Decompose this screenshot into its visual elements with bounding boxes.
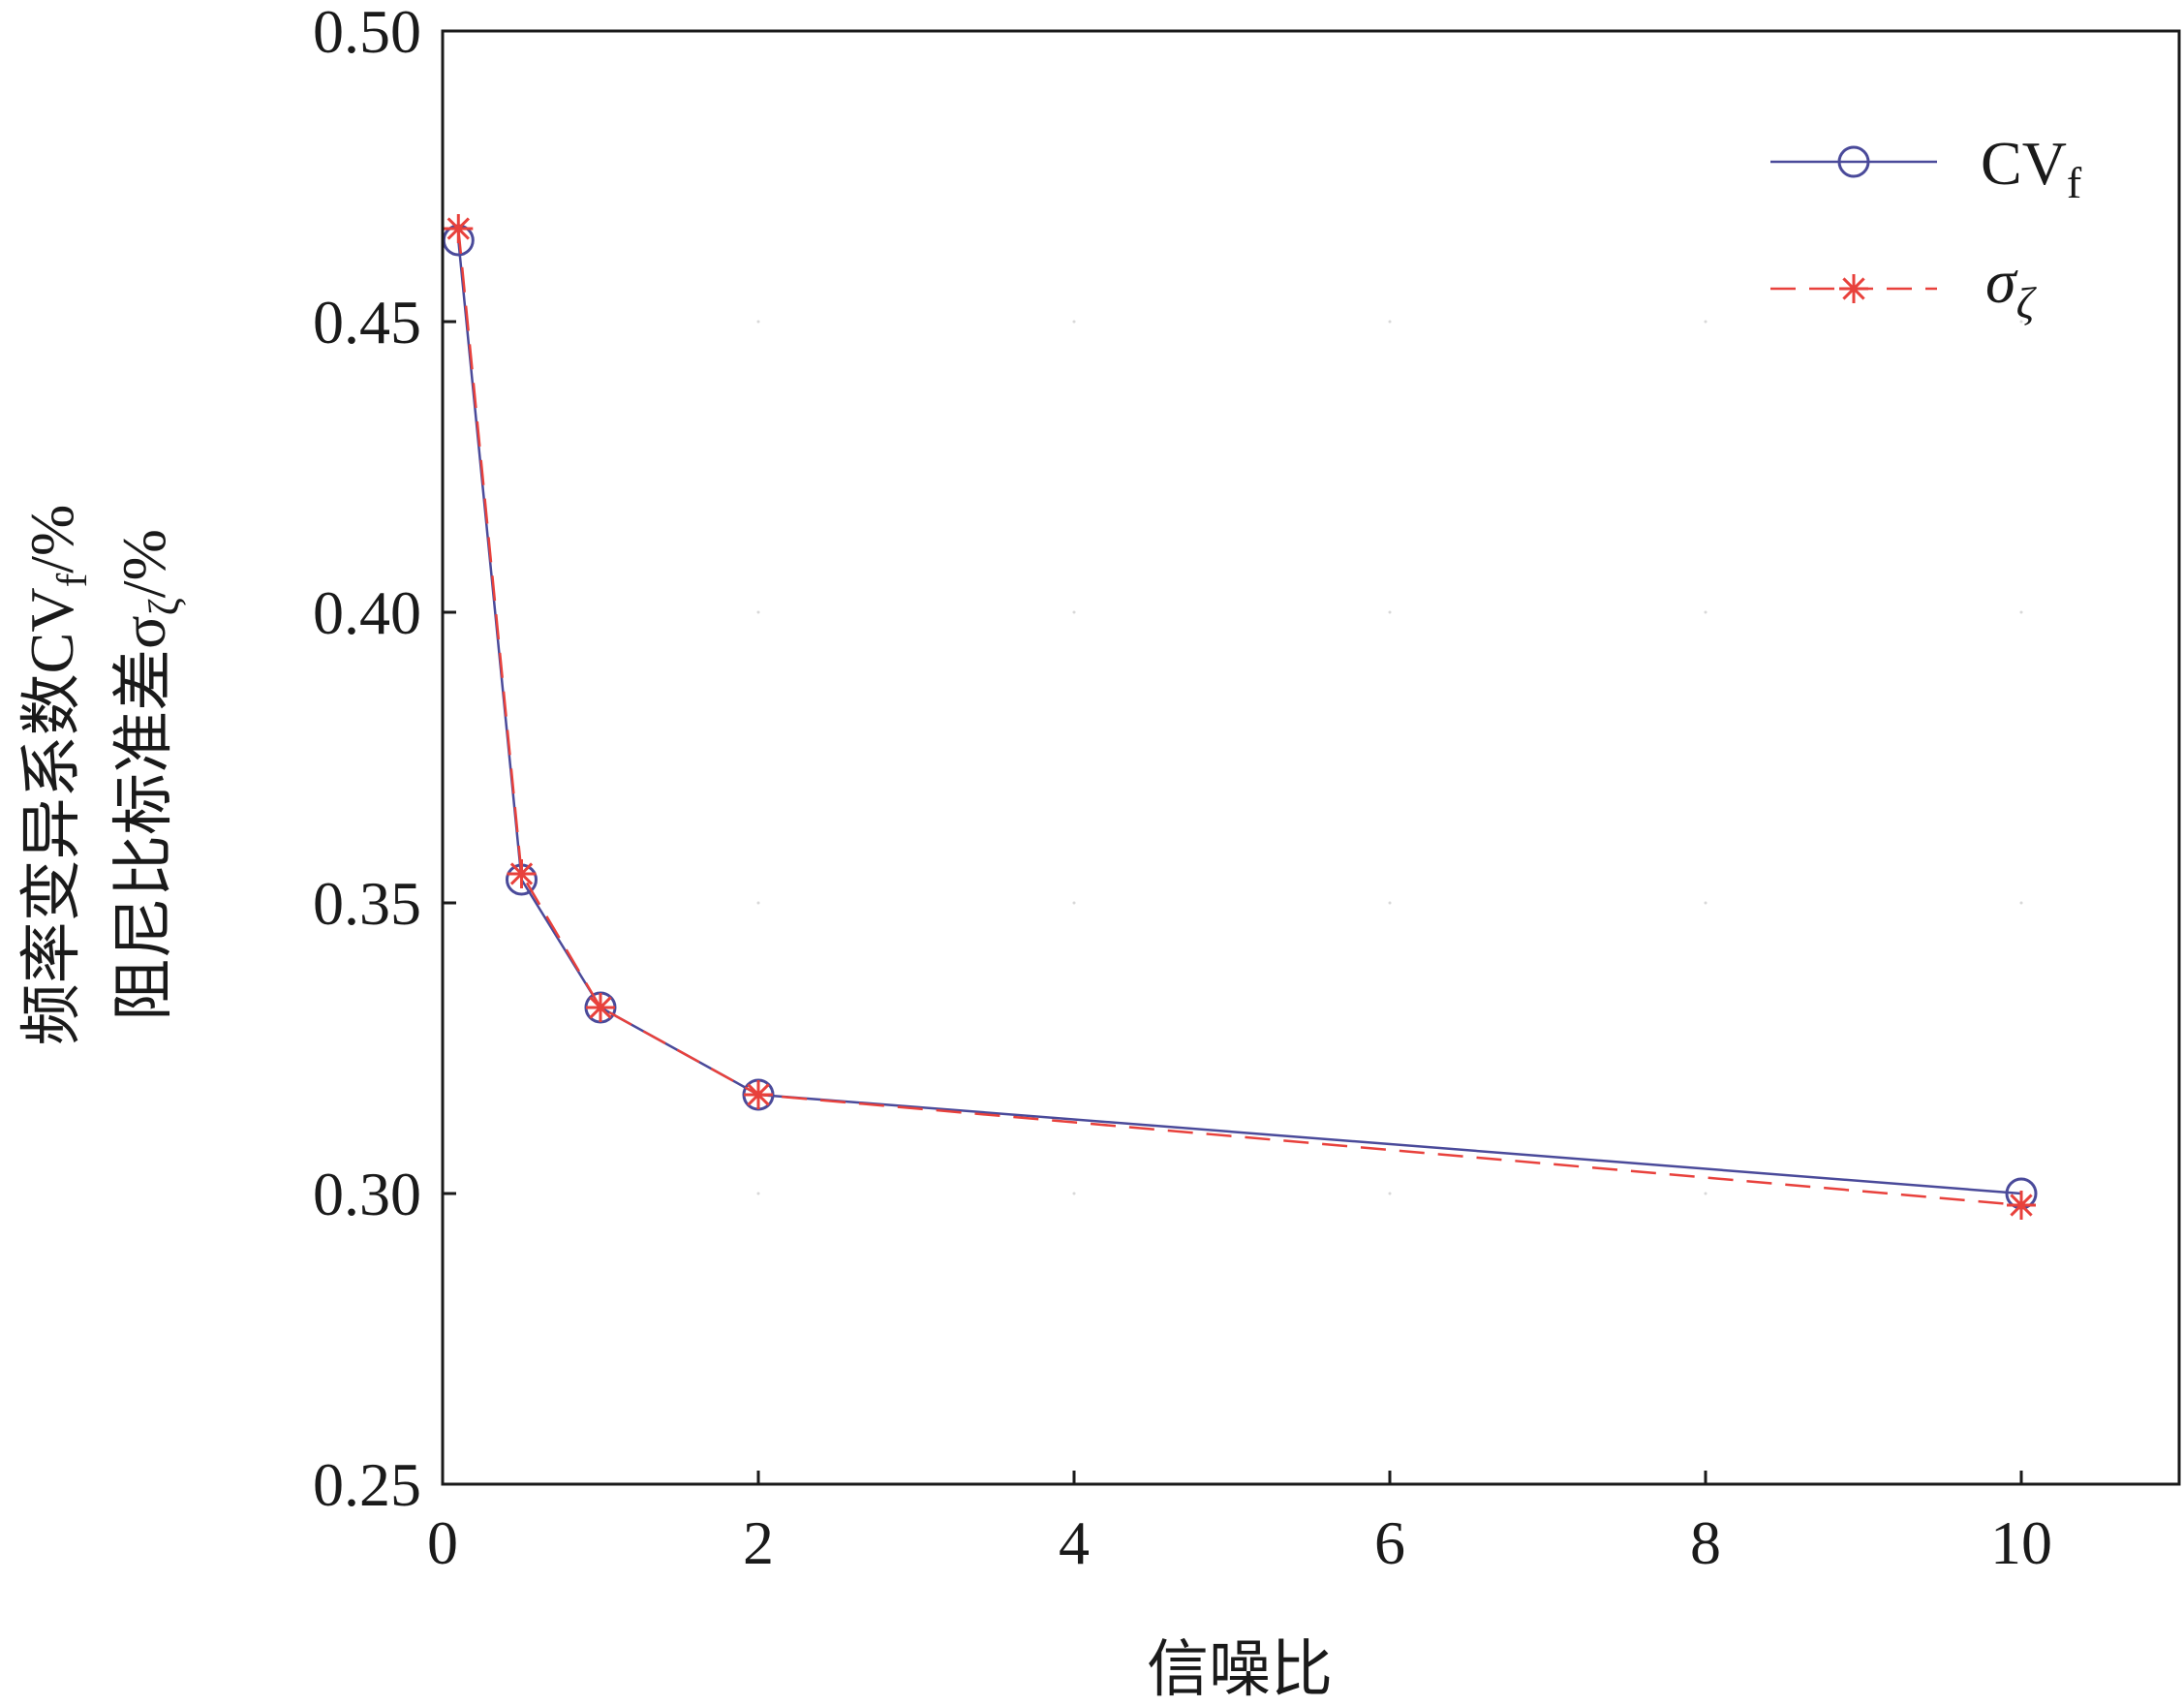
x-tick-label: 10 [1990, 1508, 2052, 1577]
x-tick-label: 8 [1690, 1508, 1721, 1577]
x-axis-title: 信噪比 [1147, 1635, 1333, 1704]
legend-label-cvf-main: CV [1981, 129, 2067, 198]
grid-dot [1388, 320, 1392, 324]
grid-dot [2019, 901, 2023, 905]
data-point [586, 993, 615, 1022]
legend-label-cvf: CVf [1981, 129, 2082, 207]
series-layer [442, 214, 2038, 1220]
data-point [2007, 1191, 2036, 1220]
legend-label-sigma-main: σ [1985, 247, 2018, 316]
y-axis-title-line1-unit: /% [17, 505, 86, 574]
asterisk-stroke [509, 862, 534, 885]
grid-dot [756, 320, 760, 324]
series-0 [442, 224, 2038, 1210]
grid-dot [1072, 610, 1076, 614]
grid-dots [756, 320, 2023, 1195]
grid-dot [2019, 320, 2023, 324]
series-1 [444, 214, 2036, 1220]
grid-dot [1388, 901, 1392, 905]
y-axis-title-line1-sub: f [48, 573, 96, 587]
grid-dot [756, 610, 760, 614]
series-line [457, 239, 2022, 1195]
x-tick-label: 4 [1059, 1508, 1090, 1577]
y-axis-title-line1: 频率变异系数CVf/% [17, 505, 96, 1046]
series-line [457, 228, 2022, 1207]
asterisk-stroke [1842, 277, 1865, 300]
data-point [507, 859, 537, 888]
asterisk-stroke [2010, 1194, 2033, 1217]
y-tick-label: 0.40 [313, 578, 421, 647]
y-axis-title-line1-main: 频率变异系数CV [17, 587, 86, 1045]
y-axis-title-line2-sub: ζ [140, 598, 188, 615]
y-axis-title-line2-unit: /% [109, 529, 178, 598]
asterisk-stroke [589, 996, 612, 1019]
y-axis-title-line2: 阻尼比标准差σζ/% [109, 529, 188, 1021]
x-tick-label: 0 [427, 1508, 458, 1577]
legend-label-sigma-sub: ζ [2016, 278, 2038, 327]
legend-label-sigma: σζ [1985, 247, 2038, 327]
grid-dot [1704, 320, 1707, 324]
x-tick-label: 6 [1374, 1508, 1405, 1577]
grid-dot [1704, 1192, 1707, 1195]
legend-asterisk-shape [1839, 274, 1868, 303]
axis-ticks: 0 2 4 6 8 10 0.25 0.30 0.35 0.40 0.45 0.50 [313, 0, 2052, 1577]
asterisk-stroke [747, 1083, 770, 1106]
data-point [444, 214, 474, 243]
grid-dot [756, 901, 760, 905]
legend-marker-sigma [1839, 274, 1868, 303]
y-tick-label: 0.30 [313, 1160, 421, 1228]
asterisk-stroke [446, 217, 470, 240]
y-axis-title-line2-main: 阻尼比标准差σ [109, 615, 178, 1021]
grid-dot [1072, 320, 1076, 324]
y-tick-label: 0.50 [313, 0, 421, 66]
y-tick-label: 0.25 [313, 1450, 421, 1519]
y-tick-label: 0.45 [313, 288, 421, 357]
grid-dot [1704, 610, 1707, 614]
grid-dot [1388, 1192, 1392, 1195]
plot-frame [441, 29, 2181, 1486]
legend-label-cvf-sub: f [2067, 158, 2082, 207]
data-point [744, 1080, 773, 1109]
legend-marker-cvf [1837, 145, 1870, 178]
x-tick-label: 2 [743, 1508, 774, 1577]
grid-dot [2019, 610, 2023, 614]
grid-dot [1072, 901, 1076, 905]
grid-dot [756, 1192, 760, 1195]
grid-dot [1704, 901, 1707, 905]
grid-dot [1072, 1192, 1076, 1195]
y-tick-label: 0.35 [313, 869, 421, 938]
grid-dot [1388, 610, 1392, 614]
legend: CVf σζ [1770, 129, 2082, 327]
